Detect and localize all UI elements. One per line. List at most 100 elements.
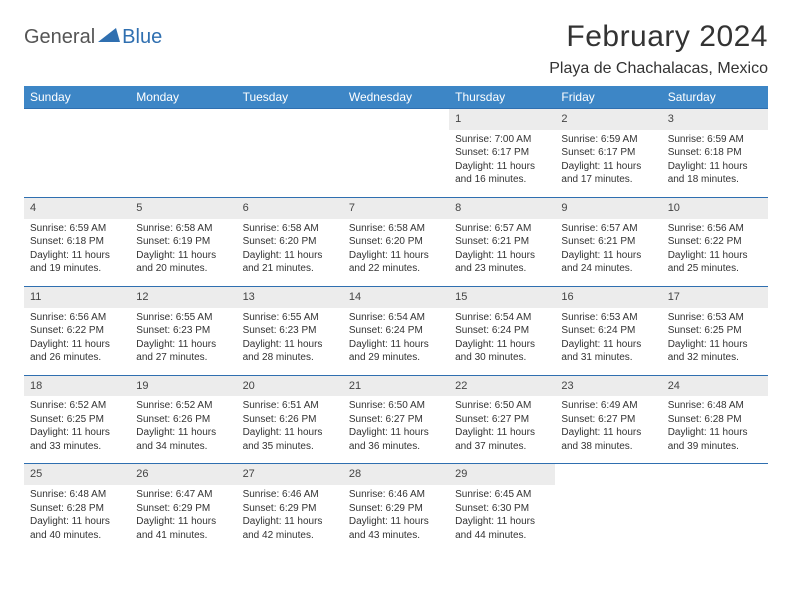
day-number-cell: 10 bbox=[662, 197, 768, 218]
sunset-text: Sunset: 6:29 PM bbox=[349, 502, 443, 516]
details-row: Sunrise: 7:00 AMSunset: 6:17 PMDaylight:… bbox=[24, 130, 768, 198]
sunset-text: Sunset: 6:29 PM bbox=[243, 502, 337, 516]
sunset-text: Sunset: 6:21 PM bbox=[455, 235, 549, 249]
sunrise-text: Sunrise: 6:53 AM bbox=[561, 311, 655, 325]
sunrise-text: Sunrise: 6:55 AM bbox=[136, 311, 230, 325]
day-details-cell: Sunrise: 6:55 AMSunset: 6:23 PMDaylight:… bbox=[237, 308, 343, 376]
sunset-text: Sunset: 6:24 PM bbox=[561, 324, 655, 338]
logo: General Blue bbox=[24, 20, 162, 49]
day-number-cell bbox=[237, 109, 343, 130]
day-number-cell: 13 bbox=[237, 286, 343, 307]
day-details-cell: Sunrise: 6:56 AMSunset: 6:22 PMDaylight:… bbox=[662, 219, 768, 287]
day-number-cell: 24 bbox=[662, 375, 768, 396]
weekday-header: Saturday bbox=[662, 86, 768, 109]
day-details-cell: Sunrise: 6:55 AMSunset: 6:23 PMDaylight:… bbox=[130, 308, 236, 376]
daylight-text: Daylight: 11 hours bbox=[30, 338, 124, 352]
daylight-text: Daylight: 11 hours bbox=[30, 249, 124, 263]
sunrise-text: Sunrise: 6:57 AM bbox=[561, 222, 655, 236]
sunrise-text: Sunrise: 6:58 AM bbox=[243, 222, 337, 236]
weekday-header: Friday bbox=[555, 86, 661, 109]
daylight-text: and 39 minutes. bbox=[668, 440, 762, 454]
daylight-text: Daylight: 11 hours bbox=[243, 515, 337, 529]
day-number-cell: 9 bbox=[555, 197, 661, 218]
day-number-cell: 4 bbox=[24, 197, 130, 218]
daylight-text: and 35 minutes. bbox=[243, 440, 337, 454]
day-details-cell: Sunrise: 6:56 AMSunset: 6:22 PMDaylight:… bbox=[24, 308, 130, 376]
day-details-cell: Sunrise: 7:00 AMSunset: 6:17 PMDaylight:… bbox=[449, 130, 555, 198]
daylight-text: and 19 minutes. bbox=[30, 262, 124, 276]
sunrise-text: Sunrise: 6:54 AM bbox=[349, 311, 443, 325]
day-details-cell: Sunrise: 6:58 AMSunset: 6:20 PMDaylight:… bbox=[237, 219, 343, 287]
sunset-text: Sunset: 6:26 PM bbox=[136, 413, 230, 427]
daylight-text: Daylight: 11 hours bbox=[349, 515, 443, 529]
day-details-cell: Sunrise: 6:52 AMSunset: 6:25 PMDaylight:… bbox=[24, 396, 130, 464]
daylight-text: and 17 minutes. bbox=[561, 173, 655, 187]
sunrise-text: Sunrise: 6:57 AM bbox=[455, 222, 549, 236]
weekday-header: Monday bbox=[130, 86, 236, 109]
sunset-text: Sunset: 6:25 PM bbox=[668, 324, 762, 338]
daylight-text: and 20 minutes. bbox=[136, 262, 230, 276]
day-number-cell: 12 bbox=[130, 286, 236, 307]
daynum-row: 45678910 bbox=[24, 197, 768, 218]
weekday-header: Wednesday bbox=[343, 86, 449, 109]
day-details-cell: Sunrise: 6:45 AMSunset: 6:30 PMDaylight:… bbox=[449, 485, 555, 552]
daylight-text: Daylight: 11 hours bbox=[455, 426, 549, 440]
sunrise-text: Sunrise: 6:47 AM bbox=[136, 488, 230, 502]
day-number-cell bbox=[24, 109, 130, 130]
day-number-cell: 8 bbox=[449, 197, 555, 218]
daylight-text: Daylight: 11 hours bbox=[455, 338, 549, 352]
details-row: Sunrise: 6:52 AMSunset: 6:25 PMDaylight:… bbox=[24, 396, 768, 464]
sunset-text: Sunset: 6:27 PM bbox=[349, 413, 443, 427]
header: General Blue February 2024 Playa de Chac… bbox=[24, 20, 768, 78]
sunset-text: Sunset: 6:20 PM bbox=[243, 235, 337, 249]
daylight-text: and 30 minutes. bbox=[455, 351, 549, 365]
day-details-cell: Sunrise: 6:53 AMSunset: 6:24 PMDaylight:… bbox=[555, 308, 661, 376]
daylight-text: Daylight: 11 hours bbox=[136, 249, 230, 263]
day-details-cell bbox=[555, 485, 661, 552]
sunset-text: Sunset: 6:29 PM bbox=[136, 502, 230, 516]
daylight-text: and 42 minutes. bbox=[243, 529, 337, 543]
sunrise-text: Sunrise: 6:59 AM bbox=[561, 133, 655, 147]
day-details-cell: Sunrise: 6:58 AMSunset: 6:20 PMDaylight:… bbox=[343, 219, 449, 287]
sunrise-text: Sunrise: 6:45 AM bbox=[455, 488, 549, 502]
sunset-text: Sunset: 6:30 PM bbox=[455, 502, 549, 516]
daylight-text: Daylight: 11 hours bbox=[30, 515, 124, 529]
daylight-text: Daylight: 11 hours bbox=[455, 515, 549, 529]
day-details-cell: Sunrise: 6:49 AMSunset: 6:27 PMDaylight:… bbox=[555, 396, 661, 464]
day-details-cell: Sunrise: 6:57 AMSunset: 6:21 PMDaylight:… bbox=[555, 219, 661, 287]
sunrise-text: Sunrise: 6:48 AM bbox=[668, 399, 762, 413]
day-details-cell: Sunrise: 6:51 AMSunset: 6:26 PMDaylight:… bbox=[237, 396, 343, 464]
sunrise-text: Sunrise: 6:48 AM bbox=[30, 488, 124, 502]
weekday-header: Tuesday bbox=[237, 86, 343, 109]
logo-triangle-icon bbox=[98, 26, 120, 47]
calendar-table: Sunday Monday Tuesday Wednesday Thursday… bbox=[24, 86, 768, 552]
daylight-text: Daylight: 11 hours bbox=[243, 426, 337, 440]
day-number-cell: 19 bbox=[130, 375, 236, 396]
sunset-text: Sunset: 6:22 PM bbox=[30, 324, 124, 338]
daylight-text: and 28 minutes. bbox=[243, 351, 337, 365]
weekday-header: Thursday bbox=[449, 86, 555, 109]
day-details-cell bbox=[130, 130, 236, 198]
daylight-text: Daylight: 11 hours bbox=[561, 338, 655, 352]
day-details-cell bbox=[24, 130, 130, 198]
day-number-cell: 3 bbox=[662, 109, 768, 130]
day-number-cell: 16 bbox=[555, 286, 661, 307]
day-details-cell: Sunrise: 6:54 AMSunset: 6:24 PMDaylight:… bbox=[343, 308, 449, 376]
day-details-cell: Sunrise: 6:53 AMSunset: 6:25 PMDaylight:… bbox=[662, 308, 768, 376]
sunset-text: Sunset: 6:17 PM bbox=[561, 146, 655, 160]
day-details-cell bbox=[662, 485, 768, 552]
day-details-cell: Sunrise: 6:59 AMSunset: 6:17 PMDaylight:… bbox=[555, 130, 661, 198]
daylight-text: Daylight: 11 hours bbox=[349, 249, 443, 263]
day-details-cell: Sunrise: 6:59 AMSunset: 6:18 PMDaylight:… bbox=[24, 219, 130, 287]
sunset-text: Sunset: 6:18 PM bbox=[30, 235, 124, 249]
details-row: Sunrise: 6:48 AMSunset: 6:28 PMDaylight:… bbox=[24, 485, 768, 552]
sunrise-text: Sunrise: 6:46 AM bbox=[349, 488, 443, 502]
day-number-cell bbox=[555, 464, 661, 485]
daynum-row: 11121314151617 bbox=[24, 286, 768, 307]
daylight-text: and 44 minutes. bbox=[455, 529, 549, 543]
sunset-text: Sunset: 6:24 PM bbox=[455, 324, 549, 338]
sunrise-text: Sunrise: 6:58 AM bbox=[349, 222, 443, 236]
logo-text-blue: Blue bbox=[122, 26, 162, 49]
daylight-text: Daylight: 11 hours bbox=[30, 426, 124, 440]
daynum-row: 18192021222324 bbox=[24, 375, 768, 396]
